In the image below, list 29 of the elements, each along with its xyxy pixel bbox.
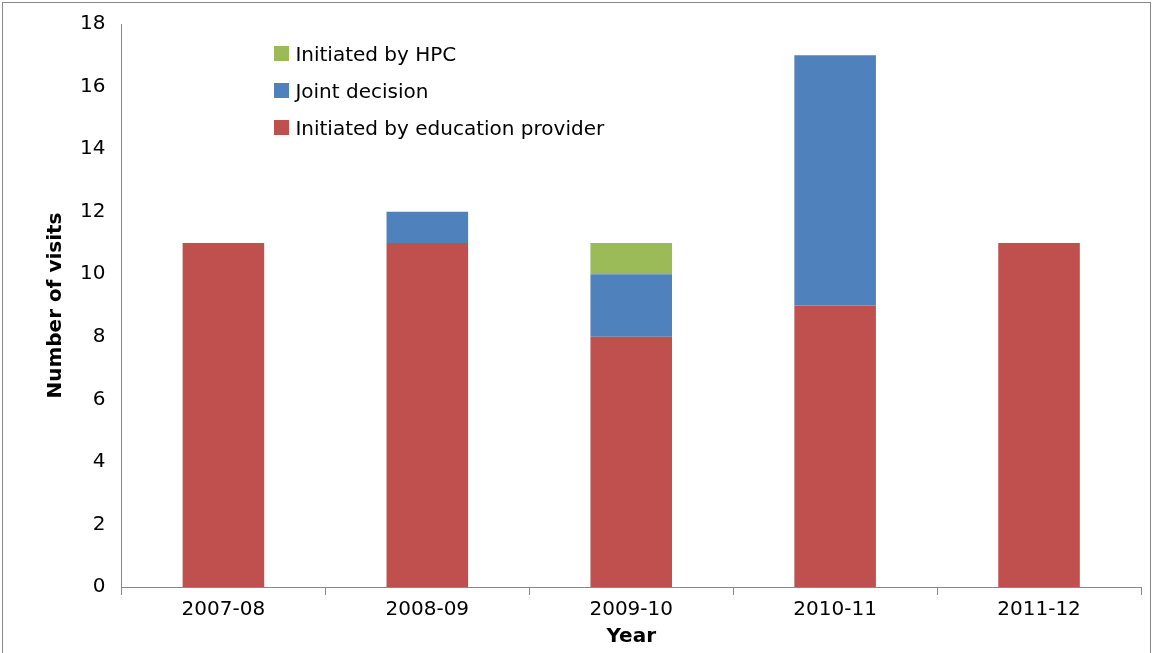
bar [182, 242, 265, 587]
x-tick-label: 2007-08 [181, 596, 266, 621]
y-tick-label: 16 [80, 72, 106, 97]
legend-label: Initiated by HPC [295, 41, 457, 66]
y-tick-label: 2 [92, 510, 106, 535]
x-tick-label: 2009-10 [589, 596, 674, 621]
bar [386, 242, 469, 587]
x-tick-label: 2008-09 [385, 596, 470, 621]
y-axis-title: Number of visits [42, 212, 67, 399]
bar [794, 55, 876, 306]
bar [590, 336, 673, 587]
y-tick-label: 12 [80, 197, 106, 222]
legend-label: Joint decision [295, 78, 429, 103]
y-tick-label: 8 [92, 322, 106, 347]
bar [590, 242, 673, 275]
legend-label: Initiated by education provider [295, 115, 605, 140]
y-tick-label: 10 [80, 260, 106, 285]
x-tick-label: 2010-11 [793, 596, 877, 621]
bar [386, 211, 469, 243]
y-tick-label: 6 [92, 385, 106, 410]
y-tick-label: 0 [92, 573, 106, 598]
bar [794, 305, 876, 587]
x-axis-title: Year [605, 623, 657, 648]
bar [590, 274, 673, 337]
y-tick-label: 4 [92, 448, 106, 473]
y-tick-label: 14 [80, 135, 106, 160]
y-tick-label: 18 [80, 10, 106, 35]
bar [998, 242, 1080, 587]
x-tick-label: 2011-12 [997, 596, 1081, 621]
